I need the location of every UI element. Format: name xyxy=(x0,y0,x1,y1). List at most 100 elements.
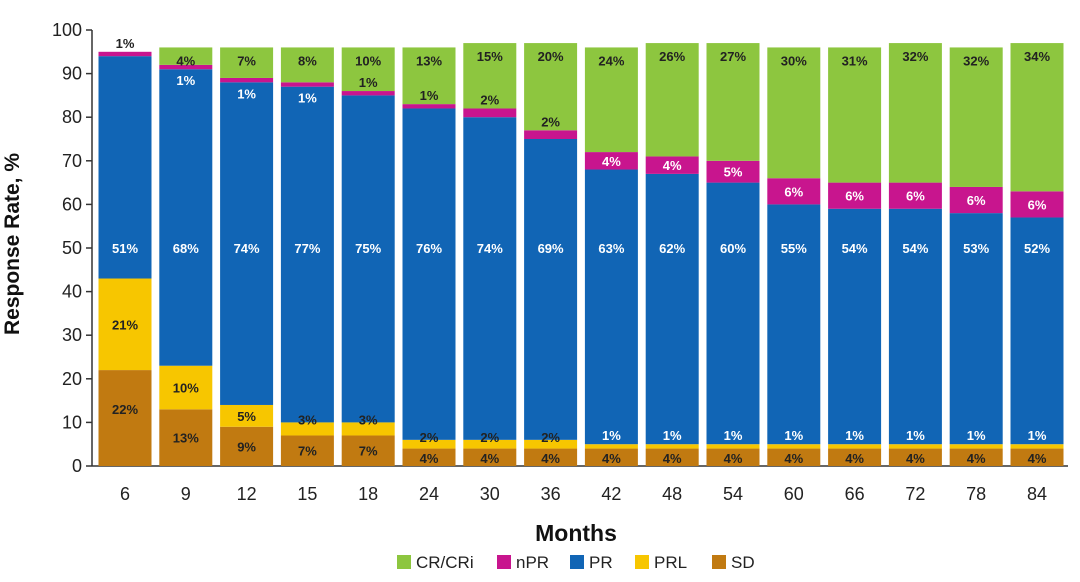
bar-segment xyxy=(767,444,821,449)
bar-segment xyxy=(706,182,760,445)
x-tick-label: 18 xyxy=(358,484,378,504)
bar-segment xyxy=(341,95,395,423)
y-tick-label: 70 xyxy=(62,151,82,171)
data-label: 1% xyxy=(663,428,682,443)
data-label: 4% xyxy=(541,451,560,466)
data-label: 1% xyxy=(1028,428,1047,443)
bar-segment xyxy=(888,448,942,466)
x-tick-label: 78 xyxy=(966,484,986,504)
data-label: 1% xyxy=(967,428,986,443)
bar-segment xyxy=(767,448,821,466)
bar-segment xyxy=(524,448,578,466)
bar-segment xyxy=(280,435,334,466)
bar-segment xyxy=(1010,444,1064,449)
data-label: 15% xyxy=(477,49,503,64)
bar-segment xyxy=(159,64,213,70)
bar-segment xyxy=(767,47,821,179)
data-label: 4% xyxy=(480,451,499,466)
bar-segment xyxy=(828,182,882,209)
data-label: 5% xyxy=(237,409,256,424)
data-label: 6% xyxy=(906,189,925,204)
data-label: 77% xyxy=(294,241,320,256)
x-tick-label: 12 xyxy=(237,484,257,504)
bar-segment xyxy=(280,86,334,423)
bar-segment xyxy=(584,169,638,445)
x-tick-label: 66 xyxy=(845,484,865,504)
bar-segment xyxy=(98,370,152,466)
data-label: 26% xyxy=(659,49,685,64)
bar-segment xyxy=(402,104,456,109)
data-label: 21% xyxy=(112,317,138,332)
bar-segment xyxy=(645,156,699,174)
bar-segment xyxy=(341,435,395,466)
bar-segment xyxy=(98,51,152,57)
bar-segment xyxy=(645,43,699,157)
data-label: 4% xyxy=(663,451,682,466)
bar-segment xyxy=(706,160,760,183)
bar-segment xyxy=(463,439,517,449)
data-label: 7% xyxy=(237,53,256,68)
data-label: 2% xyxy=(420,430,439,445)
data-label: 53% xyxy=(963,241,989,256)
bar-segment xyxy=(159,69,213,366)
data-label: 1% xyxy=(176,73,195,88)
legend-swatch xyxy=(712,555,726,569)
data-label: 27% xyxy=(720,49,746,64)
data-label: 31% xyxy=(842,53,868,68)
bar-segment xyxy=(402,439,456,449)
bar-segment xyxy=(341,422,395,436)
data-label: 4% xyxy=(967,451,986,466)
bar-segment xyxy=(888,444,942,449)
data-label: 63% xyxy=(598,241,624,256)
data-label: 30% xyxy=(781,53,807,68)
bar-segment xyxy=(402,47,456,105)
bar-segment xyxy=(463,117,517,440)
bar-segment xyxy=(524,43,578,131)
bar-segment xyxy=(463,448,517,466)
bar-segment xyxy=(888,43,942,183)
bar-segment xyxy=(463,108,517,118)
data-label: 32% xyxy=(963,53,989,68)
y-tick-label: 90 xyxy=(62,64,82,84)
bar-segment xyxy=(584,152,638,170)
bar-segment xyxy=(828,208,882,445)
legend-swatch xyxy=(635,555,649,569)
data-label: 4% xyxy=(845,451,864,466)
data-label: 8% xyxy=(298,53,317,68)
data-label: 34% xyxy=(1024,49,1050,64)
bar-segment xyxy=(584,448,638,466)
bar-segment xyxy=(341,47,395,92)
x-tick-label: 72 xyxy=(905,484,925,504)
data-label: 55% xyxy=(781,241,807,256)
data-label: 24% xyxy=(598,53,624,68)
data-label: 4% xyxy=(663,158,682,173)
data-label: 2% xyxy=(541,114,560,129)
data-label: 20% xyxy=(538,49,564,64)
bar-segment xyxy=(706,448,760,466)
data-label: 1% xyxy=(784,428,803,443)
bar-segment xyxy=(888,182,942,209)
bar-segment xyxy=(706,444,760,449)
data-label: 7% xyxy=(359,444,378,459)
data-labels: 22% 21% 51% 1% 13% 10% 68% 1% 4% 9% 5% 74% 1% 7% 7% 3% 7… xyxy=(112,36,1050,466)
x-tick-label: 84 xyxy=(1027,484,1047,504)
x-tick-label: 24 xyxy=(419,484,439,504)
data-label: 4% xyxy=(1028,451,1047,466)
bar-segment xyxy=(828,47,882,183)
bar-segment xyxy=(280,47,334,83)
x-tick-label: 42 xyxy=(601,484,621,504)
data-label: 52% xyxy=(1024,241,1050,256)
bar-segment xyxy=(949,47,1003,187)
data-label: 1% xyxy=(602,428,621,443)
bar-segment xyxy=(98,56,152,279)
y-tick-label: 100 xyxy=(52,20,82,40)
data-label: 1% xyxy=(237,86,256,101)
data-label: 10% xyxy=(173,381,199,396)
legend: CR/CRi nPR PR PRL SD xyxy=(397,553,755,572)
data-label: 4% xyxy=(602,154,621,169)
data-label: 1% xyxy=(906,428,925,443)
bar-segment xyxy=(888,208,942,445)
bar-segment xyxy=(463,43,517,109)
bar-segment xyxy=(828,448,882,466)
